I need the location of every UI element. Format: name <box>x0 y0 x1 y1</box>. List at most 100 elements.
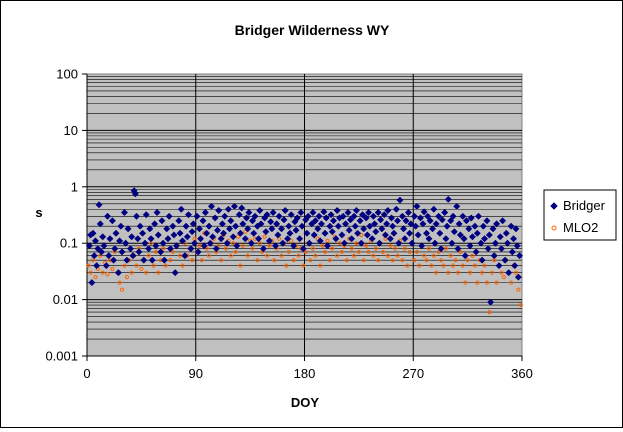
data-point-mlo2 <box>438 258 444 263</box>
data-point-mlo2 <box>417 263 422 268</box>
data-point-mlo2 <box>284 263 289 268</box>
data-point-bridger <box>96 220 104 228</box>
data-point-mlo2 <box>407 249 412 255</box>
data-point-mlo2 <box>219 258 224 263</box>
data-point-bridger <box>404 208 412 217</box>
data-point-bridger <box>118 248 126 256</box>
data-point-bridger <box>141 239 149 247</box>
data-point-bridger <box>497 245 506 253</box>
data-point-bridger <box>435 212 443 220</box>
data-point-bridger <box>489 225 497 233</box>
data-point-bridger <box>203 229 211 237</box>
data-point-bridger <box>279 239 287 247</box>
data-point-mlo2 <box>451 263 456 268</box>
y-tick-label: 10 <box>64 123 78 138</box>
data-point-bridger <box>250 229 258 237</box>
data-point-bridger <box>267 218 275 226</box>
legend: Bridger MLO2 <box>543 189 617 241</box>
data-point-bridger <box>303 229 311 237</box>
data-point-bridger <box>178 237 187 245</box>
data-point-mlo2 <box>310 246 316 251</box>
data-point-bridger <box>177 205 185 213</box>
data-point-bridger <box>224 205 232 213</box>
data-point-bridger <box>100 242 108 250</box>
data-point-mlo2 <box>405 263 410 268</box>
data-point-bridger <box>136 222 144 230</box>
data-point-mlo2 <box>385 253 390 258</box>
data-point-bridger <box>364 208 373 217</box>
data-point-bridger <box>505 269 513 277</box>
data-point-bridger <box>467 214 475 222</box>
data-point-bridger <box>281 206 289 215</box>
data-point-bridger <box>90 252 98 260</box>
data-point-bridger <box>292 226 300 234</box>
data-point-mlo2 <box>484 280 490 285</box>
data-point-mlo2 <box>455 270 461 275</box>
data-point-bridger <box>217 235 225 243</box>
data-point-bridger <box>444 195 452 203</box>
data-point-bridger <box>387 214 396 222</box>
data-point-bridger <box>304 212 312 220</box>
data-point-bridger <box>111 245 119 253</box>
data-point-bridger <box>478 256 486 264</box>
data-point-bridger <box>363 231 371 239</box>
data-point-mlo2 <box>441 263 446 268</box>
data-point-bridger <box>366 222 374 230</box>
data-point-bridger <box>116 237 124 245</box>
axis-layer: 0.001 0.01 0.1 1 10 100 0 90 180 270 360 <box>45 67 532 382</box>
data-point-bridger <box>483 217 491 225</box>
data-point-bridger <box>235 211 243 219</box>
data-point-bridger <box>244 225 252 233</box>
data-point-bridger <box>320 208 328 216</box>
data-point-mlo2 <box>339 249 345 255</box>
data-point-bridger <box>199 217 207 225</box>
data-point-bridger <box>163 225 171 233</box>
data-point-bridger <box>226 225 234 233</box>
data-point-mlo2 <box>489 270 494 275</box>
data-point-bridger <box>485 231 493 239</box>
data-point-bridger <box>145 245 153 253</box>
data-point-bridger <box>102 262 110 270</box>
data-point-mlo2 <box>313 253 318 258</box>
data-point-bridger <box>221 212 229 220</box>
data-point-mlo2 <box>308 258 313 263</box>
data-point-bridger <box>350 212 358 220</box>
data-point-bridger <box>454 245 462 253</box>
data-point-bridger <box>296 235 304 243</box>
data-point-mlo2 <box>361 258 366 263</box>
data-point-bridger <box>236 229 245 237</box>
data-point-mlo2 <box>223 246 229 251</box>
data-point-bridger <box>420 208 428 216</box>
data-point-bridger <box>477 239 485 247</box>
data-point-mlo2 <box>301 263 306 268</box>
data-point-mlo2 <box>289 238 294 243</box>
data-point-bridger <box>159 239 167 247</box>
legend-marker-mlo2 <box>551 225 557 231</box>
data-point-bridger <box>327 211 335 219</box>
data-point-bridger <box>117 222 125 230</box>
data-point-mlo2 <box>460 263 465 268</box>
data-point-mlo2 <box>364 243 369 248</box>
data-point-bridger <box>499 217 507 225</box>
data-point-mlo2 <box>356 249 361 255</box>
data-point-bridger <box>401 235 409 243</box>
data-point-bridger <box>120 208 129 217</box>
data-point-bridger <box>293 214 301 222</box>
data-point-mlo2 <box>139 266 144 272</box>
data-point-bridger <box>332 235 340 243</box>
data-point-bridger <box>410 212 419 220</box>
data-point-mlo2 <box>431 253 436 258</box>
data-point-mlo2 <box>264 253 270 258</box>
data-point-bridger <box>273 220 281 228</box>
data-point-bridger <box>176 229 184 237</box>
y-tick-label: 0.01 <box>53 292 78 307</box>
data-point-mlo2 <box>291 258 296 263</box>
data-point-bridger <box>166 245 174 253</box>
data-point-bridger <box>184 211 193 219</box>
data-point-bridger <box>326 222 334 230</box>
data-point-mlo2 <box>351 253 357 258</box>
data-point-bridger <box>122 239 130 247</box>
x-tick-label: 180 <box>294 366 316 381</box>
series-bridger <box>85 187 524 306</box>
data-point-bridger <box>354 229 362 237</box>
